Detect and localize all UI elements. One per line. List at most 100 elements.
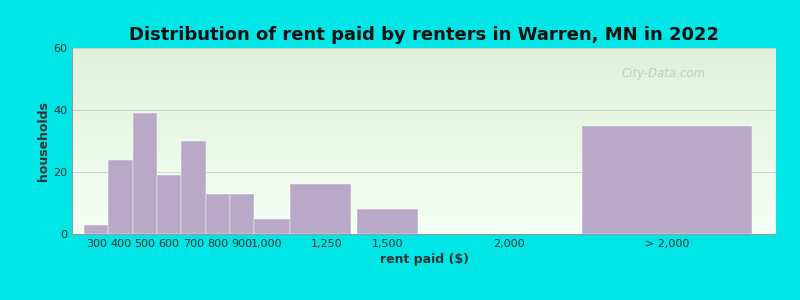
Text: City-Data.com: City-Data.com: [621, 67, 706, 80]
Bar: [72, 132, 776, 134]
Bar: [72, 158, 776, 160]
Bar: [72, 199, 776, 200]
Bar: [72, 225, 776, 226]
Bar: [72, 197, 776, 199]
Bar: [72, 102, 776, 104]
Bar: [582, 125, 752, 234]
Bar: [72, 189, 776, 191]
Bar: [358, 209, 418, 234]
Y-axis label: households: households: [38, 101, 50, 181]
Bar: [72, 219, 776, 221]
Bar: [72, 186, 776, 188]
Bar: [72, 195, 776, 197]
Bar: [72, 143, 776, 145]
Bar: [72, 85, 776, 87]
Bar: [182, 141, 206, 234]
Bar: [72, 130, 776, 132]
Bar: [72, 117, 776, 119]
Bar: [72, 122, 776, 124]
Bar: [72, 161, 776, 163]
Bar: [72, 191, 776, 193]
Bar: [72, 50, 776, 52]
Bar: [72, 150, 776, 152]
Bar: [72, 128, 776, 130]
Bar: [72, 111, 776, 113]
Bar: [72, 89, 776, 91]
Bar: [72, 78, 776, 80]
Bar: [72, 110, 776, 111]
Bar: [72, 214, 776, 215]
Bar: [72, 124, 776, 126]
Bar: [72, 141, 776, 143]
Bar: [72, 96, 776, 98]
Bar: [72, 152, 776, 154]
Bar: [72, 188, 776, 189]
Bar: [230, 194, 254, 234]
Bar: [72, 80, 776, 82]
Bar: [72, 212, 776, 214]
Bar: [72, 184, 776, 186]
Bar: [72, 156, 776, 158]
Bar: [72, 232, 776, 234]
Bar: [72, 135, 776, 137]
Bar: [72, 98, 776, 100]
Bar: [133, 113, 157, 234]
Bar: [72, 175, 776, 176]
Bar: [72, 160, 776, 161]
Bar: [109, 160, 133, 234]
Bar: [72, 87, 776, 89]
Bar: [72, 217, 776, 219]
Bar: [72, 121, 776, 122]
Bar: [72, 72, 776, 74]
Bar: [72, 167, 776, 169]
Bar: [72, 59, 776, 61]
Bar: [72, 104, 776, 106]
Bar: [72, 204, 776, 206]
Bar: [72, 70, 776, 72]
Bar: [72, 63, 776, 65]
Bar: [72, 100, 776, 102]
Bar: [72, 148, 776, 150]
Bar: [72, 145, 776, 147]
Bar: [84, 225, 109, 234]
Bar: [72, 165, 776, 167]
Bar: [72, 61, 776, 63]
Bar: [72, 215, 776, 217]
Bar: [72, 223, 776, 225]
Bar: [72, 206, 776, 208]
Bar: [72, 76, 776, 78]
Bar: [72, 107, 776, 110]
X-axis label: rent paid ($): rent paid ($): [379, 253, 469, 266]
Bar: [206, 194, 230, 234]
Bar: [72, 83, 776, 85]
Bar: [72, 182, 776, 184]
Bar: [72, 178, 776, 180]
Bar: [72, 82, 776, 83]
Bar: [72, 169, 776, 171]
Bar: [72, 208, 776, 210]
Bar: [72, 93, 776, 94]
Bar: [72, 221, 776, 223]
Bar: [72, 48, 776, 50]
Bar: [72, 226, 776, 228]
Bar: [72, 210, 776, 212]
Bar: [72, 202, 776, 204]
Bar: [72, 106, 776, 107]
Bar: [72, 67, 776, 68]
Bar: [72, 176, 776, 178]
Bar: [72, 163, 776, 165]
Bar: [72, 94, 776, 96]
Bar: [72, 172, 776, 175]
Bar: [72, 91, 776, 93]
Bar: [72, 147, 776, 148]
Bar: [72, 56, 776, 57]
Bar: [72, 193, 776, 195]
Bar: [72, 154, 776, 156]
Bar: [72, 139, 776, 141]
Bar: [72, 230, 776, 232]
Bar: [72, 134, 776, 135]
Bar: [72, 115, 776, 117]
Bar: [254, 218, 290, 234]
Bar: [72, 54, 776, 56]
Bar: [72, 65, 776, 67]
